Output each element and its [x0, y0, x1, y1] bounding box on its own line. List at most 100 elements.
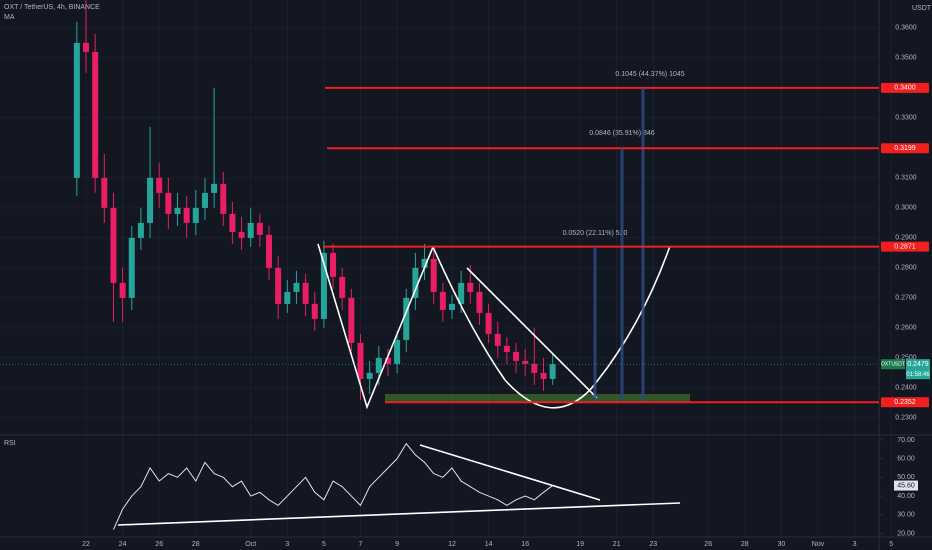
y-tick-label: 0.2500 [895, 355, 917, 362]
x-tick-label: 16 [521, 541, 529, 548]
level-label: 0.2871 [894, 243, 916, 250]
candle-body [302, 282, 309, 304]
candle-body [156, 177, 163, 193]
rsi-tick-label: 70.00 [897, 437, 915, 444]
level-label: 0.3199 [894, 145, 916, 152]
candle-body [147, 177, 154, 223]
candle-body [275, 267, 282, 304]
rsi-tick-label: 40.00 [897, 493, 915, 500]
candle-body [348, 297, 355, 343]
x-tick-label: 28 [192, 541, 200, 548]
candle-body [101, 177, 108, 208]
candle-body [485, 312, 492, 334]
candle-body [522, 360, 529, 364]
rsi-tick-label: 20.00 [897, 530, 915, 537]
marks [73, 0, 556, 530]
measure-bar [641, 87, 645, 403]
candle-body [503, 345, 510, 352]
x-tick-label: 26 [155, 541, 163, 548]
candle-body [375, 357, 382, 373]
measure-label: 0.0520 (22.11%) 520 [563, 230, 628, 237]
x-tick-label: 21 [613, 541, 621, 548]
candle-body [339, 276, 346, 298]
x-tick-label: 14 [485, 541, 493, 548]
x-tick-label: 26 [704, 541, 712, 548]
candle-body [494, 333, 501, 346]
candle-body [83, 42, 90, 52]
candle-body [220, 183, 227, 214]
y-tick-label: 0.3600 [895, 25, 917, 32]
rsi-last-label: 45.60 [897, 482, 915, 489]
y-tick-label: 0.3300 [895, 115, 917, 122]
x-tick-label: 24 [119, 541, 127, 548]
candle-body [293, 282, 300, 292]
x-tick-label: 7 [359, 541, 363, 548]
candle-body [540, 372, 547, 379]
candle-body [449, 303, 456, 310]
y-tick-label: 0.2300 [895, 415, 917, 422]
x-tick-label: 22 [82, 541, 90, 548]
candle-body [238, 231, 245, 238]
level-tag [881, 241, 929, 252]
candle-body [421, 258, 428, 268]
candle-body [430, 258, 437, 292]
candle-body [192, 207, 199, 223]
level-label: 0.3400 [894, 85, 916, 92]
rsi-tag [894, 480, 918, 491]
candle-body [174, 207, 181, 214]
x-tick-label: 9 [395, 541, 399, 548]
candle-body [256, 222, 263, 235]
candle-body [403, 297, 410, 340]
x-tick-label: Oct [245, 541, 256, 548]
measure-bar [620, 148, 624, 403]
y-tick-label: 0.2700 [895, 295, 917, 302]
candle-body [357, 342, 364, 379]
rsi-resistance-line [419, 444, 601, 501]
rsi-line [113, 442, 553, 530]
candle-body [266, 234, 273, 268]
y-tick-label: 0.3500 [895, 55, 917, 62]
candle-body [458, 282, 465, 304]
rsi-title: RSI [4, 440, 16, 447]
trend-line [466, 267, 598, 399]
candle-body [366, 372, 373, 379]
candle-body [137, 222, 144, 238]
ticker-tag [881, 359, 905, 370]
candle-body [247, 222, 254, 238]
candle-body [513, 351, 520, 361]
candle-body [412, 267, 419, 298]
w-pattern [317, 243, 434, 410]
grid [0, 0, 892, 537]
y-tick-label: 0.3000 [895, 205, 917, 212]
x-tick-label: 3 [285, 541, 289, 548]
ticker-label: OXTUSDT [881, 362, 905, 368]
x-tick-label: 5 [889, 541, 893, 548]
y-tick-label: 0.2600 [895, 325, 917, 332]
price-tag [906, 359, 930, 380]
x-tick-label: 30 [777, 541, 785, 548]
candle-body [110, 207, 117, 283]
candle-body [531, 363, 538, 373]
level-tag [881, 143, 929, 154]
candle-body [128, 237, 135, 298]
cup-curve [432, 245, 671, 409]
measure-label: 0.1045 (44.37%) 1045 [615, 71, 684, 78]
candle-body [201, 192, 208, 208]
x-tick-label: Nov [812, 541, 825, 548]
measure-bar [593, 246, 597, 403]
rsi-tick-label: 50.00 [897, 474, 915, 481]
currency-label: USDT [912, 5, 932, 12]
measure-label: 0.0846 (35.91%) 846 [589, 130, 654, 137]
candle-body [119, 282, 126, 298]
candle-body [211, 183, 218, 193]
candle-body [320, 252, 327, 319]
y-tick-label: 0.2800 [895, 265, 917, 272]
candle-body [165, 192, 172, 214]
candle-body [311, 303, 318, 319]
x-tick-label: 28 [741, 541, 749, 548]
candle-body [549, 364, 556, 379]
symbol-title: OXT / TetherUS, 4h, BINANCE [4, 4, 100, 11]
candle-body [476, 291, 483, 313]
